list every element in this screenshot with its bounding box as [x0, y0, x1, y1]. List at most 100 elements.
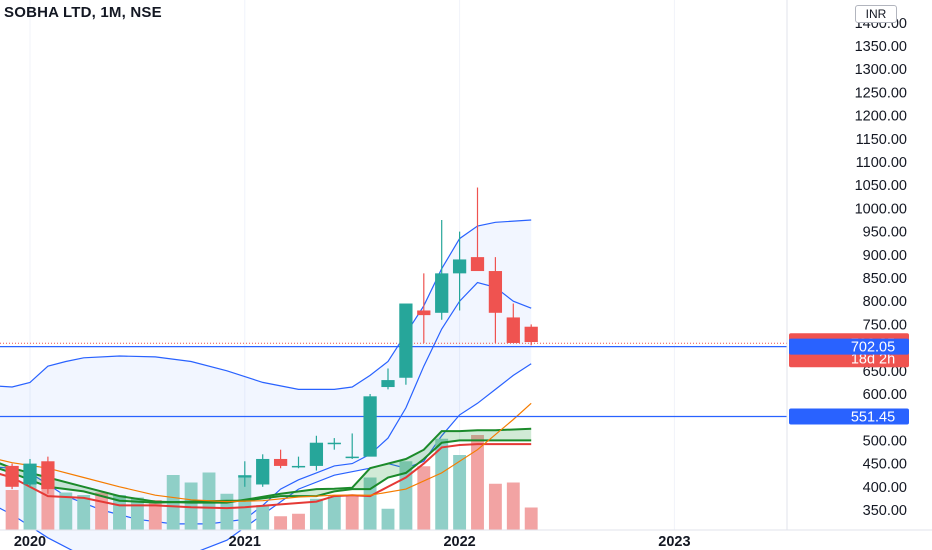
- volume-bar: [148, 500, 162, 530]
- candle: [291, 456, 306, 469]
- price-tick-label: 750.00: [863, 317, 907, 333]
- cloud-line-b: [0, 439, 532, 504]
- volume-bar: [506, 482, 520, 530]
- candle: [327, 438, 341, 450]
- candle-body: [273, 458, 288, 466]
- horizontal-levels: [0, 342, 787, 418]
- time-tick-label: 2023: [658, 534, 690, 550]
- time-tick-label: 2020: [14, 534, 46, 550]
- volume-bar: [256, 505, 270, 530]
- candle: [435, 220, 449, 320]
- price-tick-label: 1350.00: [855, 39, 907, 55]
- price-tick-label: 1250.00: [855, 85, 907, 101]
- volume-bar: [488, 483, 502, 530]
- time-tick-label: 2021: [229, 534, 261, 550]
- time-axis[interactable]: 2020 2021 2022 2023: [14, 534, 691, 550]
- candle-body: [381, 380, 395, 388]
- price-tick-label: 1300.00: [855, 62, 907, 78]
- candle-body: [435, 273, 449, 313]
- price-tick-label: 1150.00: [856, 132, 907, 148]
- price-tick-label: 500.00: [863, 433, 907, 449]
- price-tick-label: 850.00: [863, 271, 907, 287]
- volume-bar: [327, 496, 341, 530]
- volume-bar: [41, 477, 55, 530]
- volume-bar: [220, 493, 234, 530]
- level-value: 702.05: [851, 340, 895, 356]
- candle: [23, 458, 37, 487]
- price-axis[interactable]: 350.00400.00450.00500.00550.00600.00650.…: [855, 16, 907, 519]
- candle: [506, 303, 520, 343]
- candle: [524, 324, 538, 346]
- candle-body: [256, 458, 270, 485]
- volume-bar: [435, 438, 449, 530]
- volume-bar: [5, 490, 19, 530]
- price-tick-label: 1100.00: [856, 155, 907, 171]
- upper-band-line: [0, 219, 532, 390]
- candle-body: [238, 475, 252, 478]
- candle-body: [452, 259, 467, 274]
- cloud-fill: [0, 428, 532, 503]
- volume-bar: [23, 482, 37, 530]
- candle: [256, 454, 270, 487]
- candle: [488, 257, 503, 343]
- candle-body: [5, 465, 19, 487]
- price-tick-label: 1000.00: [855, 201, 907, 217]
- candle-body: [470, 257, 485, 272]
- currency-button[interactable]: INR: [855, 5, 897, 23]
- price-tick-label: 600.00: [863, 387, 907, 403]
- candle-body: [345, 456, 359, 459]
- volume-bar: [59, 492, 73, 530]
- candle: [381, 368, 395, 390]
- price-tick-label: 1200.00: [855, 109, 907, 125]
- candle-body: [327, 442, 341, 445]
- ichimoku-cloud: [0, 427, 532, 510]
- volume-bar: [345, 496, 359, 530]
- price-tick-label: 400.00: [863, 480, 907, 496]
- level-badge: [789, 408, 909, 425]
- price-tick-label: 950.00: [863, 225, 907, 241]
- volume-bar: [363, 477, 377, 530]
- volume-bar: [292, 513, 305, 530]
- price-tick-label: 900.00: [863, 248, 907, 264]
- candle: [41, 456, 55, 494]
- candle: [452, 231, 467, 311]
- price-tick-label: 450.00: [863, 457, 907, 473]
- ma-line: [0, 402, 532, 503]
- candle: [363, 394, 377, 457]
- candle: [273, 449, 288, 469]
- level-badge: [789, 338, 909, 355]
- moving-average: [0, 402, 532, 503]
- candle: [399, 303, 413, 385]
- price-tick-label: 350.00: [863, 503, 907, 519]
- candle: [238, 461, 252, 487]
- candle-body: [488, 271, 503, 313]
- volume-bar: [453, 455, 467, 530]
- price-tick-label: 800.00: [863, 294, 907, 310]
- volume-bar: [471, 435, 484, 530]
- band-fill: [0, 220, 532, 550]
- cloud-line-c: [0, 443, 532, 510]
- volume-bar: [524, 507, 538, 530]
- volume-bar: [77, 495, 91, 530]
- candle: [345, 433, 359, 459]
- candle-body: [524, 326, 538, 343]
- cloud-line-a: [0, 427, 532, 504]
- volume-bar: [381, 508, 395, 530]
- volume-bar: [417, 466, 431, 530]
- volume-bars: [5, 435, 538, 530]
- level-value: 551.45: [851, 410, 895, 426]
- price-tick-label: 650.00: [863, 364, 907, 380]
- price-tick-label: 1050.00: [855, 178, 907, 194]
- candle-body: [506, 317, 520, 343]
- candle-body: [41, 461, 55, 490]
- volume-bar: [309, 498, 323, 530]
- chart-title: SOBHA LTD, 1M, NSE: [4, 4, 162, 21]
- candle-body: [417, 310, 431, 316]
- candlesticks[interactable]: [5, 187, 538, 494]
- candle-body: [309, 442, 324, 466]
- candle-body: [363, 396, 377, 457]
- candle: [470, 187, 485, 272]
- candle-body: [399, 303, 413, 378]
